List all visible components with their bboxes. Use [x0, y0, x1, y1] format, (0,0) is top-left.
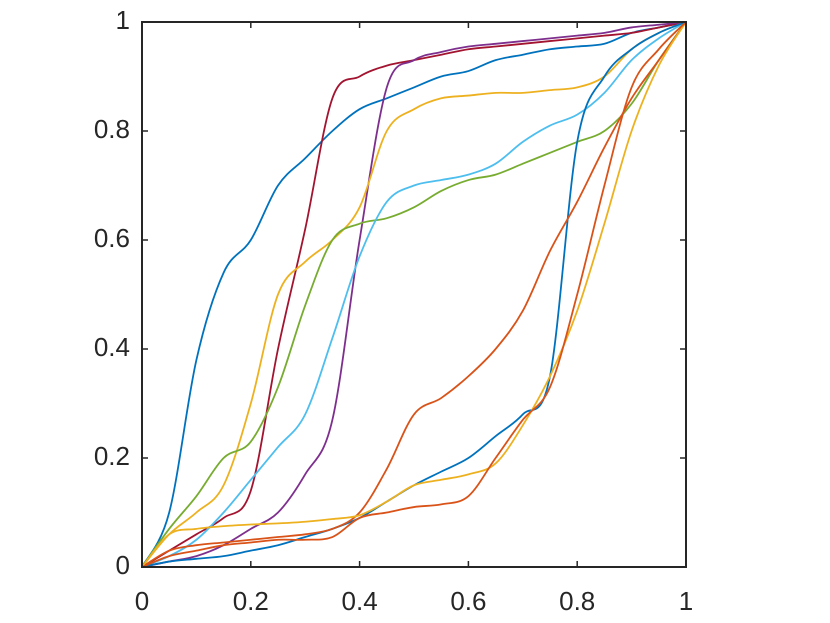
- y-tick-label: 0: [116, 550, 130, 580]
- x-tick-label: 1: [679, 586, 693, 616]
- x-tick-label: 0.2: [233, 586, 269, 616]
- line-series: [141, 21, 687, 568]
- line-series: [141, 21, 687, 568]
- line-series: [141, 21, 687, 568]
- line-series: [141, 21, 687, 568]
- x-tick-label: 0.6: [450, 586, 486, 616]
- x-tick-label: 0: [135, 586, 149, 616]
- line-series: [141, 21, 687, 568]
- x-tick-label: 0.4: [342, 586, 378, 616]
- y-tick-label: 0.4: [94, 332, 130, 362]
- y-tick-label: 0.8: [94, 114, 130, 144]
- y-tick-label: 1: [116, 5, 130, 35]
- line-series: [141, 21, 687, 568]
- line-series: [141, 21, 687, 568]
- line-series: [141, 21, 687, 568]
- y-tick-label: 0.2: [94, 441, 130, 471]
- line-series: [141, 21, 687, 568]
- y-tick-label: 0.6: [94, 223, 130, 253]
- line-series: [141, 21, 687, 568]
- axes-box: [141, 21, 687, 568]
- x-tick-label: 0.8: [559, 586, 595, 616]
